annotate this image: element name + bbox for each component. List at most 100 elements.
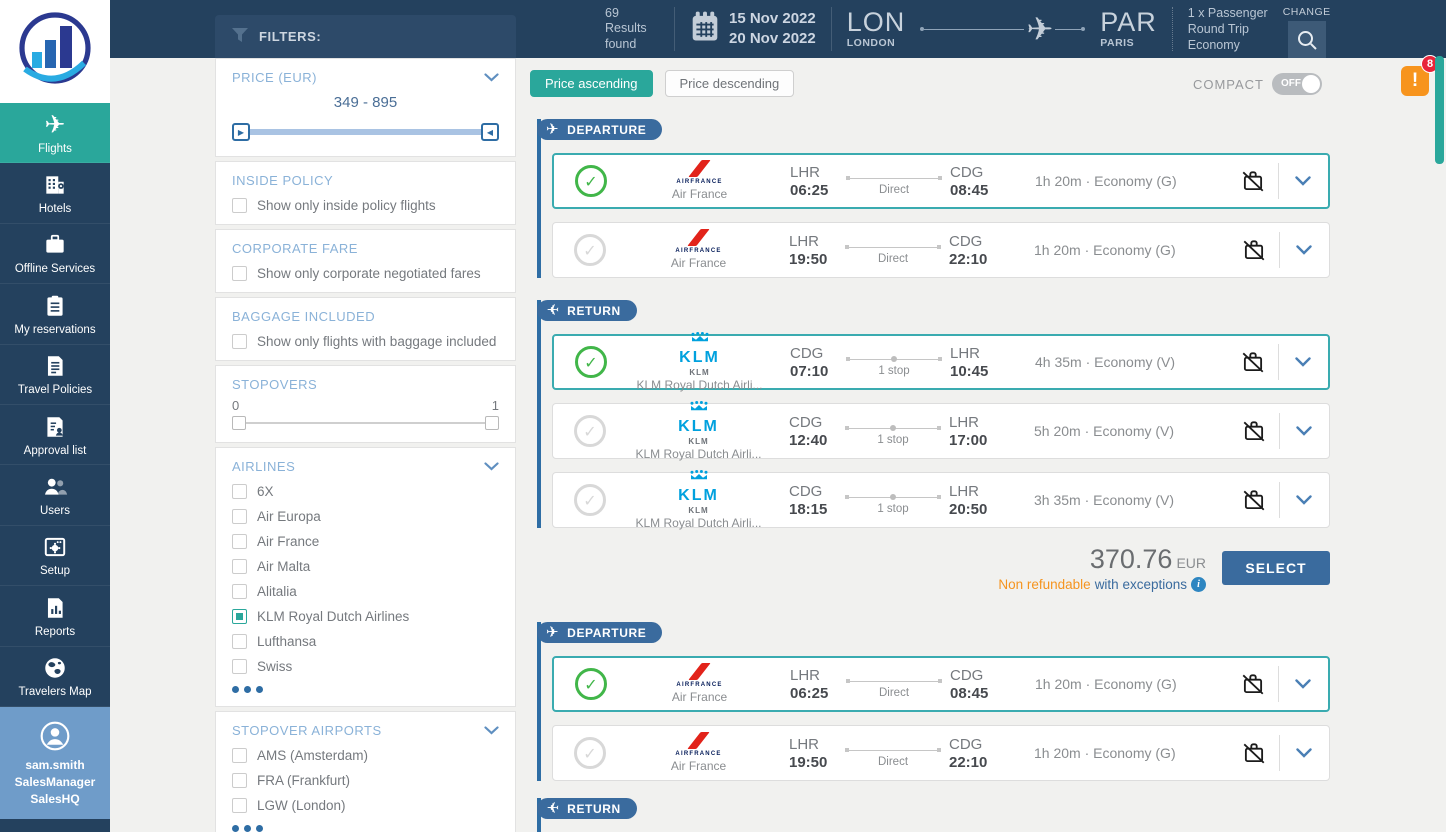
compact-toggle[interactable]: OFF [1272,73,1322,95]
info-icon[interactable]: i [1191,577,1206,592]
chevron-down-icon[interactable] [484,70,499,85]
flight-select-check[interactable]: ✓ [574,484,606,516]
stopovers-max-handle[interactable] [485,416,499,430]
stopovers-slider[interactable] [232,415,499,431]
price-slider-min-handle[interactable]: ▶ [232,123,250,141]
flight-select-check[interactable]: ✓ [574,234,606,266]
users-icon [42,473,68,501]
sidebar-item[interactable]: Travelers Map [0,647,110,707]
sidebar-user-profile[interactable]: sam.smith SalesManager SalesHQ [0,707,110,819]
filters-title: FILTERS: [259,29,322,44]
change-search: CHANGE [1283,0,1331,58]
flight-row[interactable]: ✓ KLM KLM KLM Royal Dutch Airli... CDG 07… [552,331,1330,392]
stopovers-max-value: 1 [491,398,499,413]
sidebar-item[interactable]: My reservations [0,284,110,345]
vertical-scrollbar-thumb[interactable] [1435,56,1444,164]
airline-checkbox[interactable]: Alitalia [232,584,499,599]
flight-row[interactable]: ✓ AIRFRANCE Air France LHR 06:25 Direct [552,153,1330,209]
expand-chevron-icon[interactable] [1292,748,1316,758]
checkbox[interactable] [232,798,247,813]
air-france-logo: AIRFRANCE [616,732,781,758]
checkbox[interactable] [232,198,247,213]
carrier-code: KLM [688,437,709,447]
sidebar: ✈ Flights Hotels Offline Services My res… [0,0,110,832]
sidebar-item[interactable]: Offline Services [0,224,110,285]
flight-row[interactable]: ✓ KLM KLM KLM Royal Dutch Airli... CDG 18… [552,469,1330,530]
more-airports-button[interactable] [232,825,499,832]
sidebar-item[interactable]: Approval list [0,405,110,466]
filter-stopover-airports-section: STOPOVER AIRPORTS AMS (Amsterdam) FRA (F… [215,711,516,832]
more-airlines-button[interactable] [232,686,499,693]
row-divider [1278,344,1279,380]
expand-chevron-icon[interactable] [1292,245,1316,255]
price-ascending-button[interactable]: Price ascending [530,70,653,97]
inside-policy-checkbox[interactable]: Show only inside policy flights [232,198,499,213]
departure-time: 12:40 [789,431,828,449]
checkbox[interactable] [232,484,247,499]
price-range-slider[interactable]: ▶ ◀ [232,123,499,141]
baggage-checkbox[interactable]: Show only flights with baggage included [232,334,499,349]
sidebar-item[interactable]: Setup [0,526,110,587]
app-logo[interactable] [0,0,110,103]
airline-checkbox[interactable]: Air Europa [232,509,499,524]
select-fare-button[interactable]: SELECT [1222,551,1330,585]
stops-label: 1 stop [877,502,909,515]
return-section: ✈ RETURN ✓ KLM KLM KLM Royal Du [537,300,1330,530]
flight-select-check[interactable]: ✓ [575,346,607,378]
flight-select-check[interactable]: ✓ [574,737,606,769]
air-france-logo: AIRFRANCE [617,160,782,186]
price-slider-max-handle[interactable]: ◀ [481,123,499,141]
checkbox[interactable] [232,584,247,599]
expand-chevron-icon[interactable] [1291,176,1315,186]
flight-select-check[interactable]: ✓ [574,415,606,447]
flight-select-check[interactable]: ✓ [575,165,607,197]
sidebar-item[interactable]: ✈ Flights [0,103,110,164]
sidebar-item[interactable]: Travel Policies [0,345,110,405]
airline-checkbox[interactable]: Swiss [232,659,499,674]
arrival-time: 22:10 [949,250,988,268]
stopover-airport-checkbox[interactable]: LGW (London) [232,798,499,813]
airline-checkbox[interactable]: 6X [232,484,499,499]
airline-checkbox[interactable]: Air France [232,534,499,549]
stopover-airport-checkbox[interactable]: AMS (Amsterdam) [232,748,499,763]
stopover-airport-checkbox[interactable]: FRA (Frankfurt) [232,773,499,788]
chevron-down-icon[interactable] [484,723,499,738]
results-count-number: 69 [605,5,619,20]
from-airport: CDG [790,344,824,362]
checkbox[interactable] [232,534,247,549]
checkbox[interactable] [232,609,247,624]
price-descending-button[interactable]: Price descending [664,70,795,97]
checkbox[interactable] [232,773,247,788]
airline-checkbox[interactable]: Lufthansa [232,634,499,649]
checkbox[interactable] [232,266,247,281]
flight-select-check[interactable]: ✓ [575,668,607,700]
to-airport: LHR [949,413,980,431]
return-section: ✈ RETURN [537,798,1330,832]
checkbox[interactable] [232,748,247,763]
stops-label: 1 stop [877,433,909,446]
carrier-name: Air France [670,257,727,271]
checkbox[interactable] [232,559,247,574]
chevron-down-icon[interactable] [484,459,499,474]
flight-row[interactable]: ✓ AIRFRANCE Air France LHR 06:25 Direct [552,656,1330,712]
checkbox[interactable] [232,509,247,524]
expand-chevron-icon[interactable] [1292,426,1316,436]
search-button[interactable] [1287,21,1326,58]
expand-chevron-icon[interactable] [1291,357,1315,367]
corporate-fare-checkbox[interactable]: Show only corporate negotiated fares [232,266,499,281]
flight-row[interactable]: ✓ AIRFRANCE Air France LHR 19:50 Direct [552,725,1330,781]
stopovers-min-handle[interactable] [232,416,246,430]
flight-row[interactable]: ✓ KLM KLM KLM Royal Dutch Airli... CDG 12… [552,400,1330,461]
checkbox[interactable] [232,634,247,649]
flight-row[interactable]: ✓ AIRFRANCE Air France LHR 19:50 Direct [552,222,1330,278]
airline-checkbox[interactable]: Air Malta [232,559,499,574]
expand-chevron-icon[interactable] [1291,679,1315,689]
sidebar-item[interactable]: Reports [0,586,110,647]
checkbox[interactable] [232,334,247,349]
airline-checkbox[interactable]: KLM Royal Dutch Airlines [232,609,499,624]
checkbox[interactable] [232,659,247,674]
sidebar-item[interactable]: Users [0,465,110,526]
expand-chevron-icon[interactable] [1292,495,1316,505]
filter-stopovers-title: STOPOVERS [232,377,318,392]
sidebar-item[interactable]: Hotels [0,163,110,224]
